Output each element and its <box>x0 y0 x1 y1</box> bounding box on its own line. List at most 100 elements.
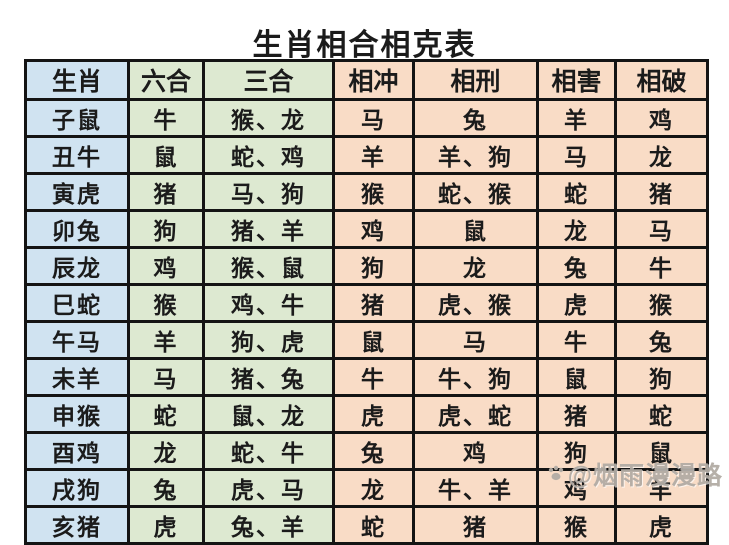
value-cell: 虎 <box>127 505 205 545</box>
value-cell: 鸡 <box>536 468 617 508</box>
value-cell: 羊、狗 <box>412 135 539 175</box>
value-cell: 龙 <box>412 246 539 286</box>
zodiac-cell: 巳蛇 <box>24 283 130 323</box>
value-cell: 蛇、牛 <box>202 431 335 471</box>
value-cell: 鸡、牛 <box>202 283 335 323</box>
value-cell: 马、狗 <box>202 172 335 212</box>
value-cell: 鼠 <box>332 320 415 360</box>
value-cell: 猪、羊 <box>202 209 335 249</box>
table-body: 子鼠牛猴、龙马兔羊鸡丑牛鼠蛇、鸡羊羊、狗马龙寅虎猪马、狗猴蛇、猴蛇猪卯兔狗猪、羊… <box>24 98 709 545</box>
value-cell: 蛇 <box>127 394 205 434</box>
value-cell: 猴 <box>614 283 709 323</box>
value-cell: 羊 <box>332 135 415 175</box>
value-cell: 牛、狗 <box>412 357 539 397</box>
value-cell: 龙 <box>614 135 709 175</box>
value-cell: 兔 <box>127 468 205 508</box>
table-row: 卯兔狗猪、羊鸡鼠龙马 <box>24 209 709 249</box>
value-cell: 鼠 <box>614 431 709 471</box>
value-cell: 虎、马 <box>202 468 335 508</box>
value-cell: 牛 <box>332 357 415 397</box>
value-cell: 马 <box>536 135 617 175</box>
value-cell: 龙 <box>127 431 205 471</box>
value-cell: 狗 <box>614 357 709 397</box>
value-cell: 羊 <box>127 320 205 360</box>
value-cell: 兔、羊 <box>202 505 335 545</box>
value-cell: 猪 <box>332 283 415 323</box>
zodiac-compatibility-table: 生肖 六合 三合 相冲 相刑 相害 相破 子鼠牛猴、龙马兔羊鸡丑牛鼠蛇、鸡羊羊、… <box>24 59 709 545</box>
value-cell: 虎、蛇 <box>412 394 539 434</box>
value-cell: 猴 <box>536 505 617 545</box>
value-cell: 蛇 <box>614 394 709 434</box>
value-cell: 虎 <box>536 283 617 323</box>
value-cell: 鼠 <box>127 135 205 175</box>
value-cell: 羊 <box>614 468 709 508</box>
zodiac-cell: 申猴 <box>24 394 130 434</box>
column-header-hai: 相害 <box>536 59 617 101</box>
value-cell: 狗 <box>536 431 617 471</box>
table-row: 子鼠牛猴、龙马兔羊鸡 <box>24 98 709 138</box>
value-cell: 鸡 <box>412 431 539 471</box>
value-cell: 猪、兔 <box>202 357 335 397</box>
value-cell: 猴、龙 <box>202 98 335 138</box>
zodiac-cell: 亥猪 <box>24 505 130 545</box>
value-cell: 猴 <box>332 172 415 212</box>
column-header-sanhe: 三合 <box>202 59 335 101</box>
table-row: 寅虎猪马、狗猴蛇、猴蛇猪 <box>24 172 709 212</box>
table-row: 巳蛇猴鸡、牛猪虎、猴虎猴 <box>24 283 709 323</box>
table-row: 戌狗兔虎、马龙牛、羊鸡羊 <box>24 468 709 508</box>
value-cell: 鼠 <box>536 357 617 397</box>
value-cell: 牛 <box>536 320 617 360</box>
value-cell: 蛇、猴 <box>412 172 539 212</box>
table-row: 辰龙鸡猴、鼠狗龙兔牛 <box>24 246 709 286</box>
value-cell: 猴、鼠 <box>202 246 335 286</box>
value-cell: 鸡 <box>614 98 709 138</box>
header-row: 生肖 六合 三合 相冲 相刑 相害 相破 <box>24 59 709 101</box>
value-cell: 马 <box>127 357 205 397</box>
zodiac-cell: 酉鸡 <box>24 431 130 471</box>
value-cell: 虎 <box>614 505 709 545</box>
table-row: 酉鸡龙蛇、牛兔鸡狗鼠 <box>24 431 709 471</box>
zodiac-cell: 寅虎 <box>24 172 130 212</box>
value-cell: 狗 <box>127 209 205 249</box>
value-cell: 蛇 <box>332 505 415 545</box>
value-cell: 虎 <box>332 394 415 434</box>
table-row: 未羊马猪、兔牛牛、狗鼠狗 <box>24 357 709 397</box>
column-header-po: 相破 <box>614 59 709 101</box>
zodiac-cell: 丑牛 <box>24 135 130 175</box>
value-cell: 兔 <box>332 431 415 471</box>
value-cell: 猴 <box>127 283 205 323</box>
table-row: 申猴蛇鼠、龙虎虎、蛇猪蛇 <box>24 394 709 434</box>
zodiac-cell: 卯兔 <box>24 209 130 249</box>
value-cell: 猪 <box>412 505 539 545</box>
table-row: 亥猪虎兔、羊蛇猪猴虎 <box>24 505 709 545</box>
value-cell: 兔 <box>614 320 709 360</box>
column-header-liuhe: 六合 <box>127 59 205 101</box>
value-cell: 牛 <box>614 246 709 286</box>
zodiac-cell: 未羊 <box>24 357 130 397</box>
zodiac-cell: 戌狗 <box>24 468 130 508</box>
value-cell: 猪 <box>536 394 617 434</box>
zodiac-cell: 辰龙 <box>24 246 130 286</box>
zodiac-cell: 子鼠 <box>24 98 130 138</box>
value-cell: 蛇 <box>536 172 617 212</box>
value-cell: 鼠、龙 <box>202 394 335 434</box>
value-cell: 鸡 <box>332 209 415 249</box>
value-cell: 蛇、鸡 <box>202 135 335 175</box>
value-cell: 牛 <box>127 98 205 138</box>
value-cell: 虎、猴 <box>412 283 539 323</box>
page-title: 生肖相合相克表 <box>252 29 477 62</box>
value-cell: 龙 <box>536 209 617 249</box>
value-cell: 狗、虎 <box>202 320 335 360</box>
table-row: 午马羊狗、虎鼠马牛兔 <box>24 320 709 360</box>
value-cell: 猪 <box>127 172 205 212</box>
column-header-chong: 相冲 <box>332 59 415 101</box>
value-cell: 狗 <box>332 246 415 286</box>
table-row: 丑牛鼠蛇、鸡羊羊、狗马龙 <box>24 135 709 175</box>
value-cell: 龙 <box>332 468 415 508</box>
column-header-zodiac: 生肖 <box>24 59 130 101</box>
value-cell: 羊 <box>536 98 617 138</box>
value-cell: 马 <box>332 98 415 138</box>
value-cell: 猪 <box>614 172 709 212</box>
value-cell: 兔 <box>536 246 617 286</box>
value-cell: 马 <box>412 320 539 360</box>
